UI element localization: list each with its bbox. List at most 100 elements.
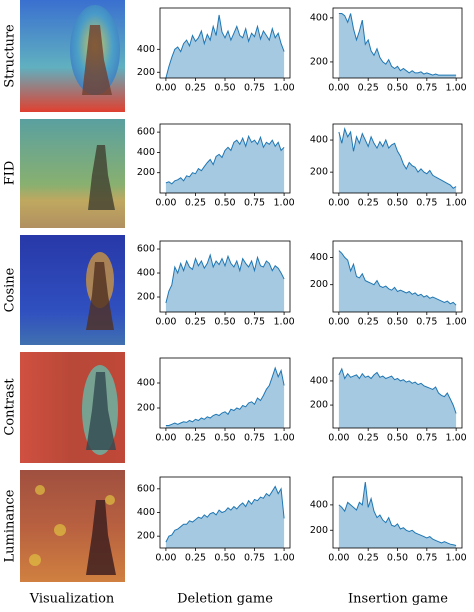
area-fill	[338, 13, 457, 78]
x-tick-label: 1.00	[446, 198, 467, 209]
x-tick-label: 0.00	[328, 433, 349, 444]
y-tick-label: 400	[310, 12, 328, 23]
area-line	[165, 485, 285, 543]
x-tick-label: 0.50	[214, 317, 235, 328]
y-tick-label: 200	[310, 167, 328, 178]
area-line	[165, 134, 285, 185]
row-label: Luminance	[3, 489, 18, 562]
column-label: Deletion game	[177, 592, 273, 607]
heatmap-image	[20, 0, 125, 112]
x-tick-label: 0.50	[387, 83, 408, 94]
x-tick-label: 1.00	[274, 83, 295, 94]
x-tick-label: 0.75	[244, 317, 265, 328]
x-tick-label: 0.25	[358, 83, 379, 94]
area-fill	[165, 14, 285, 78]
x-tick-label: 1.00	[274, 198, 295, 209]
area-fill	[165, 255, 285, 312]
y-tick-label: 400	[137, 268, 155, 279]
x-tick-label: 1.00	[274, 433, 295, 444]
x-tick-label: 0.50	[387, 198, 408, 209]
row-label: FID	[3, 161, 18, 186]
heatmap-image	[20, 352, 125, 463]
y-tick-label: 200	[310, 525, 328, 536]
x-tick-label: 0.25	[185, 198, 206, 209]
y-tick-label: 200	[137, 67, 155, 78]
area-fill	[165, 368, 285, 428]
area-line	[165, 14, 285, 79]
area-line	[338, 367, 457, 414]
heatmap-image	[20, 119, 125, 228]
x-tick-label: 0.25	[358, 553, 379, 564]
y-tick-label: 200	[137, 403, 155, 414]
x-tick-label: 0.00	[328, 317, 349, 328]
x-tick-label: 0.75	[416, 198, 437, 209]
y-tick-label: 400	[310, 252, 328, 263]
x-tick-label: 0.00	[155, 433, 176, 444]
y-tick-label: 600	[137, 483, 155, 494]
y-tick-label: 200	[310, 279, 328, 290]
x-tick-label: 0.75	[244, 433, 265, 444]
x-tick-label: 0.00	[328, 198, 349, 209]
x-tick-label: 1.00	[274, 553, 295, 564]
x-tick-label: 1.00	[446, 553, 467, 564]
x-tick-label: 0.75	[416, 553, 437, 564]
x-tick-label: 0.50	[214, 553, 235, 564]
x-tick-label: 1.00	[446, 433, 467, 444]
x-tick-label: 0.25	[358, 433, 379, 444]
area-line	[338, 126, 457, 189]
y-tick-label: 200	[137, 167, 155, 178]
area-line	[165, 253, 285, 304]
heatmap-image	[20, 235, 125, 345]
x-tick-label: 0.75	[416, 433, 437, 444]
x-tick-label: 0.25	[358, 198, 379, 209]
x-tick-label: 0.25	[185, 83, 206, 94]
y-tick-label: 400	[310, 499, 328, 510]
area-line	[338, 482, 457, 546]
x-tick-label: 0.75	[244, 83, 265, 94]
area-line	[338, 13, 457, 76]
area-fill	[338, 128, 457, 193]
x-tick-label: 0.50	[214, 83, 235, 94]
x-tick-label: 0.50	[387, 433, 408, 444]
x-tick-label: 0.25	[185, 433, 206, 444]
y-tick-label: 600	[137, 244, 155, 255]
y-tick-label: 400	[137, 507, 155, 518]
y-tick-label: 200	[310, 400, 328, 411]
x-tick-label: 0.00	[155, 553, 176, 564]
y-tick-label: 200	[137, 531, 155, 542]
y-tick-label: 600	[137, 127, 155, 138]
row-label: Structure	[3, 24, 18, 88]
x-tick-label: 1.00	[274, 317, 295, 328]
x-tick-label: 0.25	[358, 317, 379, 328]
x-tick-label: 0.50	[387, 553, 408, 564]
x-tick-label: 1.00	[446, 317, 467, 328]
y-tick-label: 400	[137, 44, 155, 55]
column-label: Visualization	[29, 592, 115, 607]
heatmap-image	[20, 470, 125, 582]
area-fill	[338, 368, 457, 428]
area-fill	[338, 482, 457, 548]
area-line	[165, 366, 285, 426]
x-tick-label: 0.00	[328, 553, 349, 564]
y-tick-label: 400	[137, 378, 155, 389]
column-label: Insertion game	[348, 592, 448, 607]
x-tick-label: 0.75	[416, 317, 437, 328]
x-tick-label: 0.00	[155, 317, 176, 328]
area-fill	[165, 136, 285, 193]
area-fill	[165, 486, 285, 548]
x-tick-label: 0.25	[185, 317, 206, 328]
area-fill	[338, 250, 457, 312]
x-tick-label: 0.75	[244, 198, 265, 209]
x-tick-label: 0.50	[214, 433, 235, 444]
y-tick-label: 200	[137, 292, 155, 303]
x-tick-label: 0.00	[155, 198, 176, 209]
x-tick-label: 0.00	[328, 83, 349, 94]
x-tick-label: 1.00	[446, 83, 467, 94]
x-tick-label: 0.50	[387, 317, 408, 328]
x-tick-label: 0.25	[185, 553, 206, 564]
y-tick-label: 400	[310, 375, 328, 386]
x-tick-label: 0.75	[244, 553, 265, 564]
y-tick-label: 200	[310, 56, 328, 67]
y-tick-label: 400	[137, 147, 155, 158]
